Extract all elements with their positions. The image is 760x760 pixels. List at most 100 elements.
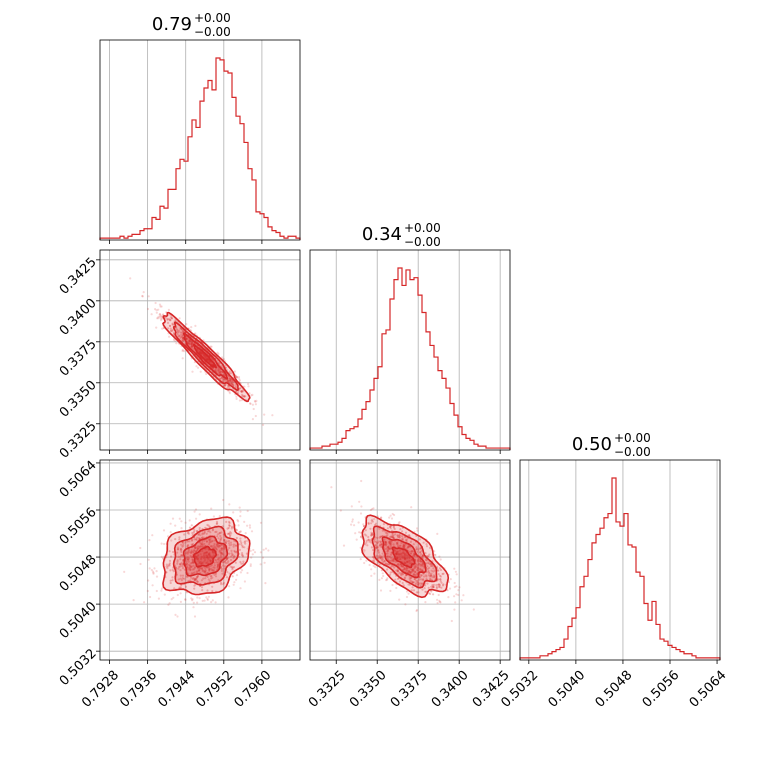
sample-point <box>409 572 412 575</box>
sample-point <box>231 553 234 556</box>
sample-point <box>184 598 187 601</box>
sample-point <box>381 529 384 532</box>
sample-point <box>396 541 399 545</box>
sample-point <box>359 531 362 534</box>
sample-point <box>365 559 368 562</box>
sample-point <box>195 570 198 573</box>
sample-point <box>155 570 158 573</box>
sample-point <box>210 601 213 604</box>
sample-point <box>230 383 234 386</box>
sample-point <box>392 526 395 529</box>
sample-point <box>194 547 197 550</box>
sample-point <box>198 560 201 563</box>
sample-point <box>406 546 409 549</box>
sample-point <box>211 599 214 602</box>
sample-point <box>397 558 400 561</box>
sample-point <box>206 530 209 533</box>
sample-point <box>179 586 182 589</box>
sample-point <box>233 370 236 373</box>
sample-point <box>222 564 225 567</box>
sample-point <box>181 334 184 337</box>
sample-point <box>395 551 398 555</box>
sample-point <box>201 567 204 570</box>
sample-point <box>242 562 245 565</box>
sample-point <box>239 587 242 590</box>
sample-point <box>157 315 160 318</box>
sample-point <box>197 366 200 369</box>
sample-point <box>405 554 408 557</box>
sample-point <box>168 562 171 565</box>
sample-point <box>214 559 218 562</box>
sample-point <box>218 532 221 535</box>
sample-point <box>397 522 400 525</box>
sample-point <box>396 543 399 546</box>
sample-point <box>240 390 243 393</box>
sample-point <box>391 534 394 537</box>
sample-point <box>435 587 438 590</box>
sample-point <box>228 390 231 393</box>
sample-point <box>204 569 207 572</box>
sample-point <box>206 556 209 559</box>
sample-point <box>227 526 230 530</box>
sample-point <box>378 544 381 547</box>
sample-point <box>390 557 393 560</box>
sample-point <box>207 578 210 581</box>
sample-point <box>201 569 204 573</box>
sample-point <box>214 601 217 604</box>
sample-point <box>404 576 407 579</box>
sample-point <box>414 570 417 573</box>
sample-point <box>188 340 191 343</box>
sample-point <box>355 538 358 541</box>
sample-point <box>244 540 247 543</box>
sample-point <box>219 371 222 374</box>
sample-point <box>197 554 200 557</box>
sample-point <box>228 380 231 383</box>
sample-point <box>407 592 410 595</box>
sample-point <box>210 540 213 543</box>
sample-point <box>154 301 157 305</box>
sample-point <box>415 547 419 551</box>
sample-point <box>191 342 194 345</box>
sample-point <box>181 330 184 333</box>
sample-point <box>395 552 398 556</box>
sample-point <box>370 546 373 549</box>
sample-point <box>208 360 211 363</box>
sample-point <box>174 524 177 527</box>
sample-point <box>396 569 399 572</box>
sample-point <box>395 586 398 590</box>
sample-point <box>413 566 416 570</box>
sample-point <box>196 596 199 599</box>
sample-point <box>379 556 382 560</box>
sample-point <box>216 566 219 569</box>
sample-point <box>204 526 207 529</box>
sample-point <box>229 379 232 382</box>
sample-point <box>211 550 214 554</box>
sample-point <box>194 577 197 580</box>
sample-point <box>414 563 418 566</box>
sample-point <box>379 540 383 544</box>
sample-point <box>389 525 392 528</box>
sample-point <box>199 545 202 548</box>
sample-point <box>159 305 162 308</box>
sample-point <box>195 538 198 541</box>
sample-point <box>167 565 170 568</box>
sample-point <box>402 543 405 546</box>
sample-point <box>392 525 395 528</box>
sample-point <box>405 574 408 577</box>
contour-line <box>182 332 229 380</box>
sample-point <box>388 542 391 545</box>
sample-point <box>232 545 235 548</box>
sample-point <box>204 556 208 559</box>
sample-point <box>205 554 208 557</box>
sample-point <box>200 542 203 545</box>
sample-point <box>161 327 164 330</box>
sample-point <box>228 542 231 545</box>
sample-point <box>169 569 172 572</box>
sample-point <box>213 542 216 546</box>
sample-point <box>375 546 378 550</box>
sample-point <box>250 556 253 559</box>
y-tick-label: 0.3375 <box>57 337 100 380</box>
sample-point <box>205 561 209 564</box>
sample-point <box>227 556 230 559</box>
sample-point <box>472 608 475 611</box>
